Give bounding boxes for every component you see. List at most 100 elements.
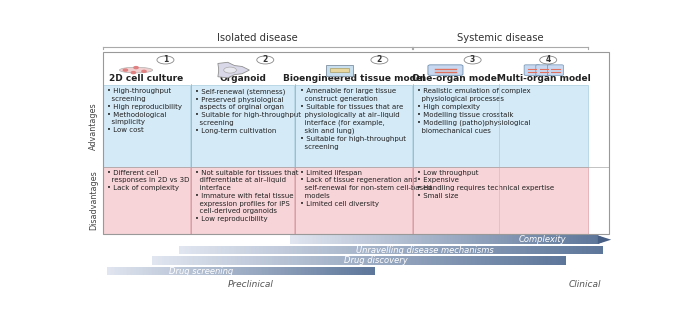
Bar xyxy=(199,267,201,276)
Bar xyxy=(299,235,301,244)
Bar xyxy=(593,235,595,244)
Bar xyxy=(119,267,121,276)
Bar xyxy=(355,235,356,244)
Bar xyxy=(353,256,355,265)
Bar xyxy=(362,235,364,244)
Bar xyxy=(235,256,237,265)
Bar xyxy=(444,235,445,244)
Bar xyxy=(280,256,282,265)
Bar xyxy=(488,246,490,254)
Bar xyxy=(560,256,562,265)
Circle shape xyxy=(224,67,236,73)
Bar xyxy=(171,256,173,265)
Bar xyxy=(167,267,169,276)
Bar xyxy=(460,256,462,265)
Bar xyxy=(226,267,227,276)
Bar xyxy=(414,235,416,244)
Bar xyxy=(462,256,464,265)
Bar xyxy=(225,246,227,254)
Bar xyxy=(307,267,308,276)
Bar xyxy=(277,267,278,276)
Bar xyxy=(373,235,375,244)
Bar xyxy=(336,256,338,265)
Bar xyxy=(423,235,424,244)
Bar xyxy=(584,235,586,244)
Bar xyxy=(499,246,501,254)
Bar xyxy=(334,267,335,276)
Bar xyxy=(475,256,477,265)
Bar xyxy=(435,235,436,244)
Bar xyxy=(384,256,386,265)
Bar xyxy=(562,256,564,265)
Bar xyxy=(378,246,380,254)
Bar xyxy=(466,256,469,265)
Bar xyxy=(123,267,124,276)
Bar xyxy=(336,235,338,244)
Bar xyxy=(415,256,417,265)
Bar xyxy=(241,256,243,265)
Bar xyxy=(397,256,399,265)
Bar xyxy=(527,246,529,254)
Bar xyxy=(229,256,231,265)
Bar xyxy=(253,246,255,254)
Bar xyxy=(265,267,266,276)
Bar xyxy=(166,267,167,276)
Bar xyxy=(351,256,353,265)
Bar xyxy=(393,246,395,254)
Bar xyxy=(507,235,509,244)
Bar xyxy=(181,267,182,276)
Bar xyxy=(319,267,320,276)
Bar xyxy=(143,267,145,276)
Bar xyxy=(202,246,204,254)
Bar xyxy=(306,267,307,276)
Bar xyxy=(353,267,355,276)
Bar xyxy=(258,256,260,265)
Bar xyxy=(554,246,556,254)
Bar xyxy=(395,256,397,265)
Bar xyxy=(486,246,488,254)
Bar xyxy=(425,246,427,254)
Bar xyxy=(257,267,258,276)
Bar xyxy=(521,246,523,254)
Bar xyxy=(444,246,446,254)
Bar xyxy=(473,235,475,244)
Bar xyxy=(290,235,292,244)
Bar xyxy=(103,85,190,167)
Bar xyxy=(348,267,349,276)
Bar xyxy=(121,267,122,276)
Text: 2D cell culture: 2D cell culture xyxy=(110,74,184,83)
Bar xyxy=(114,267,115,276)
Bar xyxy=(500,256,502,265)
Bar xyxy=(490,246,493,254)
Bar xyxy=(290,267,292,276)
Bar xyxy=(238,246,240,254)
Bar xyxy=(103,167,190,234)
Bar xyxy=(473,256,475,265)
Bar xyxy=(216,267,218,276)
FancyBboxPatch shape xyxy=(536,65,551,75)
Bar xyxy=(375,235,376,244)
Bar xyxy=(469,246,471,254)
Bar xyxy=(190,85,295,167)
Bar xyxy=(197,267,198,276)
Bar xyxy=(410,235,412,244)
Bar xyxy=(350,235,351,244)
Bar xyxy=(371,235,373,244)
Bar xyxy=(548,246,550,254)
Bar xyxy=(412,235,413,244)
Circle shape xyxy=(257,56,274,64)
Bar xyxy=(213,267,214,276)
Bar xyxy=(283,246,285,254)
Bar xyxy=(429,235,430,244)
Bar xyxy=(351,235,353,244)
Bar xyxy=(242,267,244,276)
Bar xyxy=(208,246,210,254)
Bar xyxy=(525,256,527,265)
Bar xyxy=(521,235,523,244)
Bar xyxy=(366,235,367,244)
Bar xyxy=(347,256,349,265)
Bar xyxy=(484,246,486,254)
Bar xyxy=(485,256,488,265)
Bar xyxy=(580,246,582,254)
Bar xyxy=(536,235,538,244)
